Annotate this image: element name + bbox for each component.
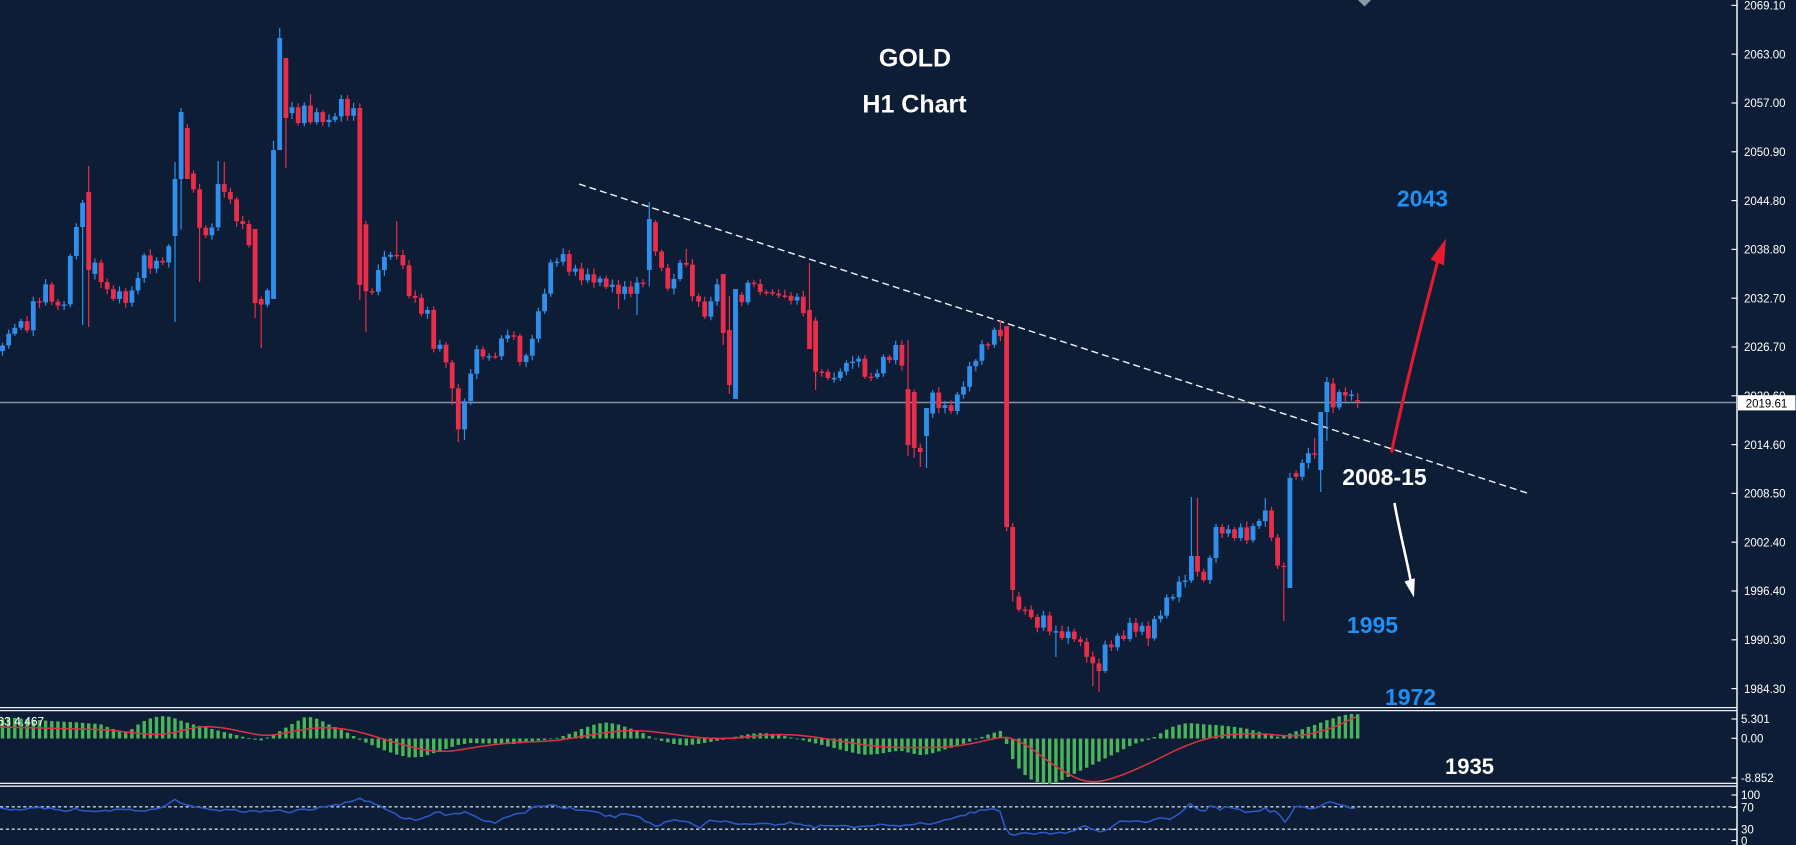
svg-text:30: 30 xyxy=(1741,825,1754,837)
svg-text:2038.80: 2038.80 xyxy=(1744,245,1786,257)
svg-text:2043: 2043 xyxy=(1397,186,1448,212)
svg-text:2014.60: 2014.60 xyxy=(1744,440,1786,452)
svg-text:2063.00: 2063.00 xyxy=(1744,49,1786,61)
svg-text:1935: 1935 xyxy=(1445,754,1494,779)
svg-text:1990.30: 1990.30 xyxy=(1744,635,1786,647)
svg-text:2057.00: 2057.00 xyxy=(1744,98,1786,110)
svg-text:70: 70 xyxy=(1741,803,1754,815)
svg-text:100: 100 xyxy=(1741,790,1760,802)
svg-text:1984.30: 1984.30 xyxy=(1744,684,1786,696)
svg-text:2069.10: 2069.10 xyxy=(1744,1,1786,13)
svg-text:2019.61: 2019.61 xyxy=(1746,398,1788,410)
svg-text:1972: 1972 xyxy=(1385,684,1436,710)
svg-text:1996.40: 1996.40 xyxy=(1744,586,1786,598)
svg-text:2002.40: 2002.40 xyxy=(1744,537,1786,549)
svg-text:0: 0 xyxy=(1741,836,1747,845)
svg-text:2032.70: 2032.70 xyxy=(1744,293,1786,305)
svg-text:2008.50: 2008.50 xyxy=(1744,489,1786,501)
svg-text:5.301: 5.301 xyxy=(1741,714,1770,726)
svg-text:0.00: 0.00 xyxy=(1741,734,1763,746)
svg-text:1995: 1995 xyxy=(1347,612,1398,638)
svg-text:2008-15: 2008-15 xyxy=(1342,464,1427,490)
svg-text:63 4.467: 63 4.467 xyxy=(0,715,45,729)
svg-text:2044.80: 2044.80 xyxy=(1744,196,1786,208)
svg-text:2050.90: 2050.90 xyxy=(1744,147,1786,159)
svg-text:GOLD: GOLD xyxy=(879,45,951,73)
svg-text:2026.70: 2026.70 xyxy=(1744,342,1786,354)
svg-text:-8.852: -8.852 xyxy=(1741,773,1774,785)
svg-text:H1 Chart: H1 Chart xyxy=(862,91,967,119)
